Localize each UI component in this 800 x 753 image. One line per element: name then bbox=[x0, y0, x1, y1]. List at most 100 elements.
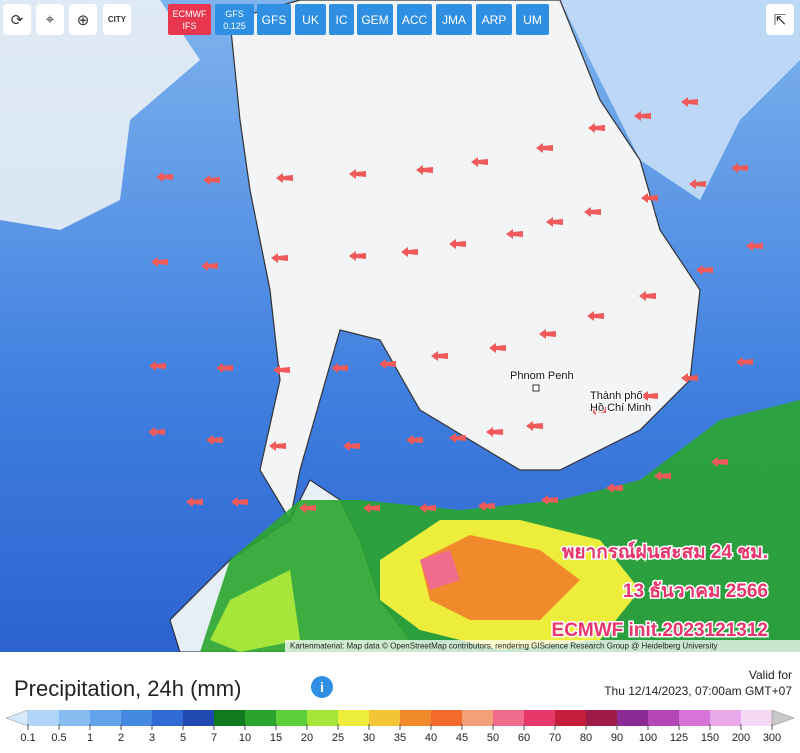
model-name: GEM bbox=[361, 12, 389, 27]
rain-max bbox=[420, 550, 460, 590]
wind-arrow bbox=[506, 229, 523, 239]
model-button[interactable]: JMA bbox=[436, 4, 472, 35]
location-button[interactable]: ⌖ bbox=[36, 4, 64, 35]
wind-arrow bbox=[589, 405, 606, 415]
wind-arrow bbox=[349, 251, 366, 261]
zoom-button[interactable]: ⊕ bbox=[69, 4, 97, 35]
wind-arrow bbox=[269, 441, 286, 451]
scale-swatch bbox=[214, 710, 245, 726]
model-name: UK bbox=[302, 12, 319, 27]
model-button[interactable]: UK bbox=[295, 4, 326, 35]
scale-label: 30 bbox=[363, 732, 375, 744]
model-name: ACC bbox=[401, 12, 428, 27]
scale-swatch bbox=[648, 710, 679, 726]
model-name: JMA bbox=[442, 12, 466, 27]
scale-label: 7 bbox=[211, 732, 217, 744]
model-name: ECMWF bbox=[172, 8, 207, 19]
scale-label: 50 bbox=[487, 732, 499, 744]
valid-time: Thu 12/14/2023, 07:00am GMT+07 bbox=[604, 684, 792, 698]
scale-label: 2 bbox=[118, 732, 124, 744]
scale-label: 10 bbox=[239, 732, 251, 744]
scale-label: 25 bbox=[332, 732, 344, 744]
wind-arrow bbox=[711, 457, 728, 467]
scale-swatch bbox=[617, 710, 648, 726]
place-label: Thành phố bbox=[590, 390, 643, 402]
model-button[interactable]: ARP bbox=[476, 4, 512, 35]
share-button[interactable]: ⇱ bbox=[766, 4, 794, 35]
overlay-line: ECMWF init.2023121312 bbox=[552, 620, 768, 641]
scale-swatch bbox=[307, 710, 338, 726]
color-scale: 0.1 0.5 1 2 3 5 7 10 15 20 25 30 35 40 45 50 60 70 80 90 100… bbox=[5, 710, 795, 744]
wind-arrow bbox=[401, 247, 418, 257]
scale-swatch bbox=[741, 710, 772, 726]
scale-swatch bbox=[555, 710, 586, 726]
model-button[interactable]: ACC bbox=[397, 4, 432, 35]
overlay-text: พยากรณ์ฝนสะสม 24 ชม. 13 ธันวาคม 2566 ECMWF… bbox=[550, 540, 769, 643]
model-button[interactable]: UM bbox=[516, 4, 549, 35]
scale-swatch bbox=[679, 710, 710, 726]
scale-label: 1 bbox=[87, 732, 93, 744]
wind-arrow bbox=[206, 435, 223, 445]
wind-arrow bbox=[681, 97, 698, 107]
wind-arrow bbox=[639, 291, 656, 301]
overlay-line: พยากรณ์ฝนสะสม 24 ชม. bbox=[562, 541, 768, 563]
scale-label: 40 bbox=[425, 732, 437, 744]
valid-label: Valid for bbox=[748, 668, 792, 682]
scale-swatch bbox=[710, 710, 741, 726]
footer: Precipitation, 24h (mm) i Valid for Thu … bbox=[0, 652, 800, 753]
wind-arrow bbox=[587, 311, 604, 321]
model-sub: IFS bbox=[182, 20, 197, 31]
model-button[interactable]: GFS bbox=[257, 4, 291, 35]
wind-arrow bbox=[416, 165, 433, 175]
refresh-button[interactable]: ⟳ bbox=[3, 4, 31, 35]
model-button[interactable]: ECMWF IFS bbox=[168, 4, 211, 35]
scale-label: 35 bbox=[394, 732, 406, 744]
wind-arrow bbox=[151, 257, 168, 267]
model-button[interactable]: GFS 0.125 bbox=[215, 4, 254, 35]
scale-label: 3 bbox=[149, 732, 155, 744]
scale-label: 80 bbox=[580, 732, 592, 744]
info-button[interactable]: i bbox=[311, 676, 333, 698]
scale-swatch bbox=[121, 710, 152, 726]
wind-arrow bbox=[588, 123, 605, 133]
wind-arrow bbox=[343, 441, 360, 451]
wind-arrow bbox=[471, 157, 488, 167]
scale-label: 70 bbox=[549, 732, 561, 744]
model-button[interactable]: GEM bbox=[357, 4, 393, 35]
cloud-free-area bbox=[0, 0, 200, 230]
scale-label: 200 bbox=[732, 732, 750, 744]
city-button[interactable]: CITY bbox=[103, 4, 131, 35]
scale-swatch bbox=[586, 710, 617, 726]
wind-arrow bbox=[349, 169, 366, 179]
wind-arrow bbox=[156, 172, 173, 182]
attribution-bg bbox=[285, 640, 800, 652]
scale-label: 45 bbox=[456, 732, 468, 744]
wind-arrow bbox=[746, 241, 763, 251]
wind-arrow bbox=[331, 363, 348, 373]
land bbox=[229, 0, 701, 522]
scale-swatch bbox=[493, 710, 524, 726]
model-name: IC bbox=[335, 12, 348, 27]
wind-arrow bbox=[489, 343, 506, 353]
scale-label: 0.1 bbox=[20, 732, 35, 744]
model-button[interactable]: IC bbox=[329, 4, 354, 35]
scale-label: 100 bbox=[639, 732, 657, 744]
model-name: GFS bbox=[225, 8, 244, 19]
scale-swatch bbox=[276, 710, 307, 726]
wind-arrow bbox=[216, 363, 233, 373]
attribution: Kartenmaterial: Map data © OpenStreetMap… bbox=[290, 642, 718, 651]
overlay-line: 13 ธันวาคม 2566 bbox=[623, 581, 768, 602]
wind-arrow bbox=[486, 427, 503, 437]
wind-arrows bbox=[148, 97, 763, 513]
scale-swatch bbox=[771, 710, 795, 727]
place-label: Hồ Chí Minh bbox=[590, 402, 651, 414]
model-name: UM bbox=[523, 12, 542, 27]
wind-arrow bbox=[419, 503, 436, 513]
wind-arrow bbox=[449, 433, 466, 443]
scale-swatch bbox=[183, 710, 214, 726]
scale-swatch bbox=[462, 710, 493, 726]
scale-swatch bbox=[431, 710, 462, 726]
